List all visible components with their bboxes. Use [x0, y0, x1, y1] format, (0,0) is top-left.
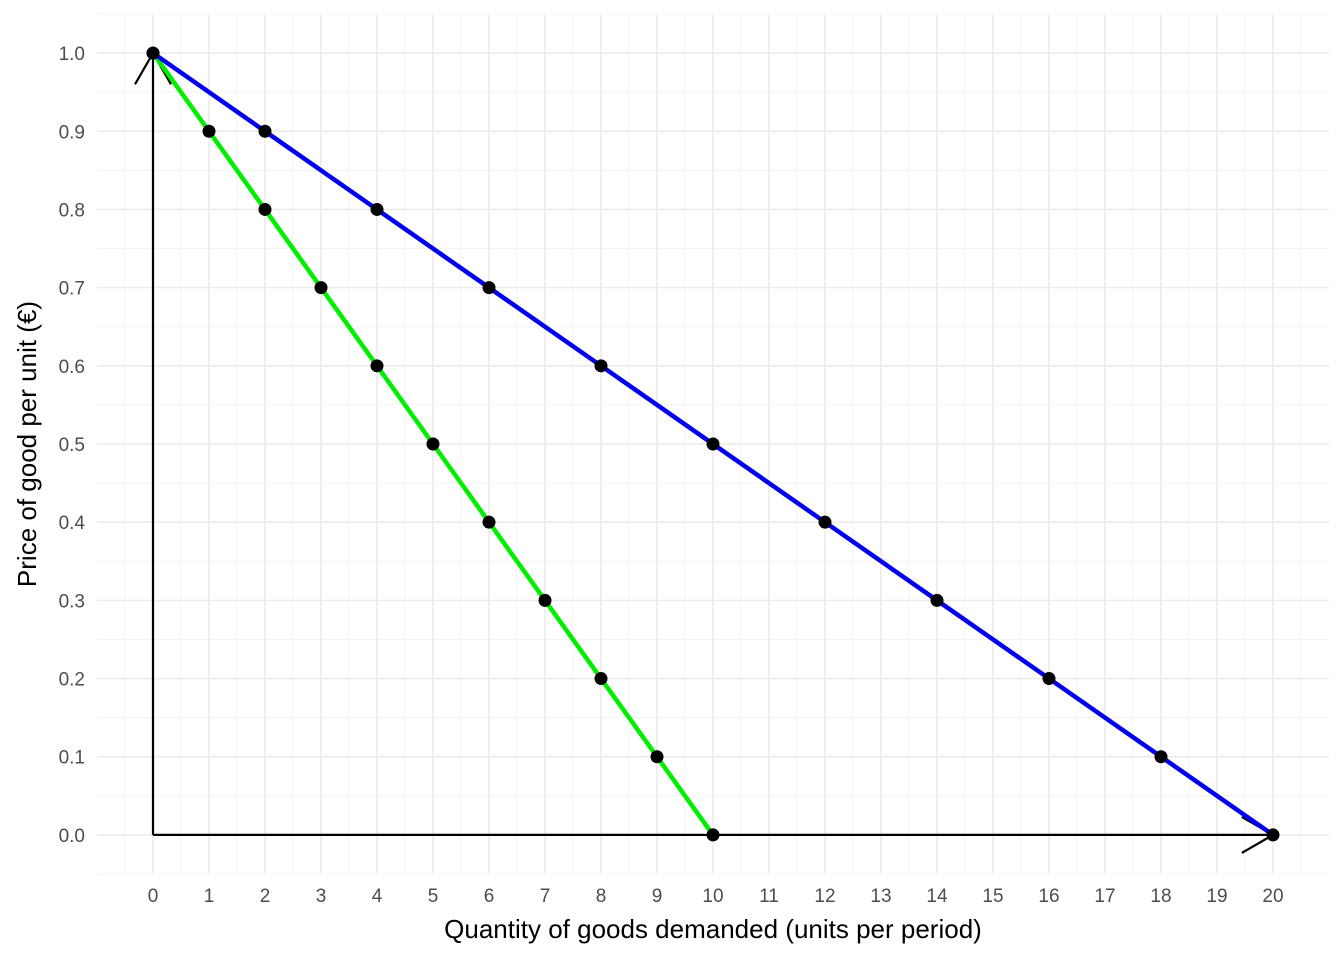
data-point	[1042, 672, 1056, 686]
data-point	[930, 593, 944, 607]
series-points	[146, 46, 1280, 842]
y-tick-label: 0.0	[59, 826, 85, 847]
data-point	[202, 124, 216, 138]
x-tick-label: 14	[926, 886, 948, 907]
data-point	[482, 281, 496, 295]
y-tick-label: 0.2	[59, 670, 85, 691]
x-tick-label: 11	[759, 886, 779, 907]
data-point	[818, 515, 832, 529]
y-tick-label: 0.3	[59, 591, 85, 612]
data-point	[482, 515, 496, 529]
data-point	[706, 437, 720, 451]
x-tick-label: 9	[652, 886, 663, 907]
data-point	[370, 359, 384, 373]
x-tick-label: 3	[316, 886, 327, 907]
data-point	[426, 437, 440, 451]
y-tick-label: 0.4	[59, 513, 86, 534]
y-tick-labels: 0.0 0.1 0.2 0.3 0.4 0.5 0.6 0.7 0.8 0.9 1.0	[59, 44, 86, 847]
y-tick-label: 0.6	[59, 357, 85, 378]
data-point	[650, 750, 664, 764]
data-point	[258, 202, 272, 216]
x-tick-label: 7	[540, 886, 551, 907]
y-tick-label: 1.0	[59, 44, 85, 65]
x-tick-label: 4	[372, 886, 383, 907]
data-point	[538, 593, 552, 607]
data-point	[1266, 828, 1280, 842]
x-tick-label: 2	[260, 886, 271, 907]
x-tick-label: 16	[1038, 886, 1059, 907]
data-point	[370, 202, 384, 216]
data-point	[1154, 750, 1168, 764]
data-point	[706, 828, 720, 842]
data-point	[258, 124, 272, 138]
x-axis-title: Quantity of goods demanded (units per pe…	[444, 914, 982, 944]
y-tick-label: 0.5	[59, 435, 85, 456]
x-tick-label: 1	[204, 886, 215, 907]
axes	[134, 50, 1276, 854]
data-point	[594, 359, 608, 373]
x-tick-label: 12	[814, 886, 835, 907]
x-tick-label: 20	[1262, 886, 1283, 907]
x-tick-label: 10	[702, 886, 723, 907]
x-tick-label: 19	[1206, 886, 1227, 907]
x-tick-label: 15	[982, 886, 1003, 907]
x-tick-label: 5	[428, 886, 439, 907]
x-tick-labels: 0 1 2 3 4 5 6 7 8 9 10 11 12 13 14 15 16 17 18 19 20	[148, 886, 1284, 907]
x-tick-label: 18	[1150, 886, 1171, 907]
x-tick-label: 0	[148, 886, 159, 907]
y-tick-label: 0.8	[59, 200, 85, 221]
data-point	[146, 46, 160, 60]
data-point	[314, 281, 328, 295]
y-tick-label: 0.9	[59, 122, 85, 143]
x-tick-label: 13	[870, 886, 891, 907]
y-tick-label: 0.1	[59, 748, 85, 769]
x-tick-label: 6	[484, 886, 495, 907]
grid	[97, 13, 1329, 875]
x-tick-label: 17	[1094, 886, 1115, 907]
y-tick-label: 0.7	[59, 279, 85, 300]
y-axis-title: Price of good per unit (€)	[12, 301, 42, 587]
x-tick-label: 8	[596, 886, 607, 907]
data-point	[594, 672, 608, 686]
